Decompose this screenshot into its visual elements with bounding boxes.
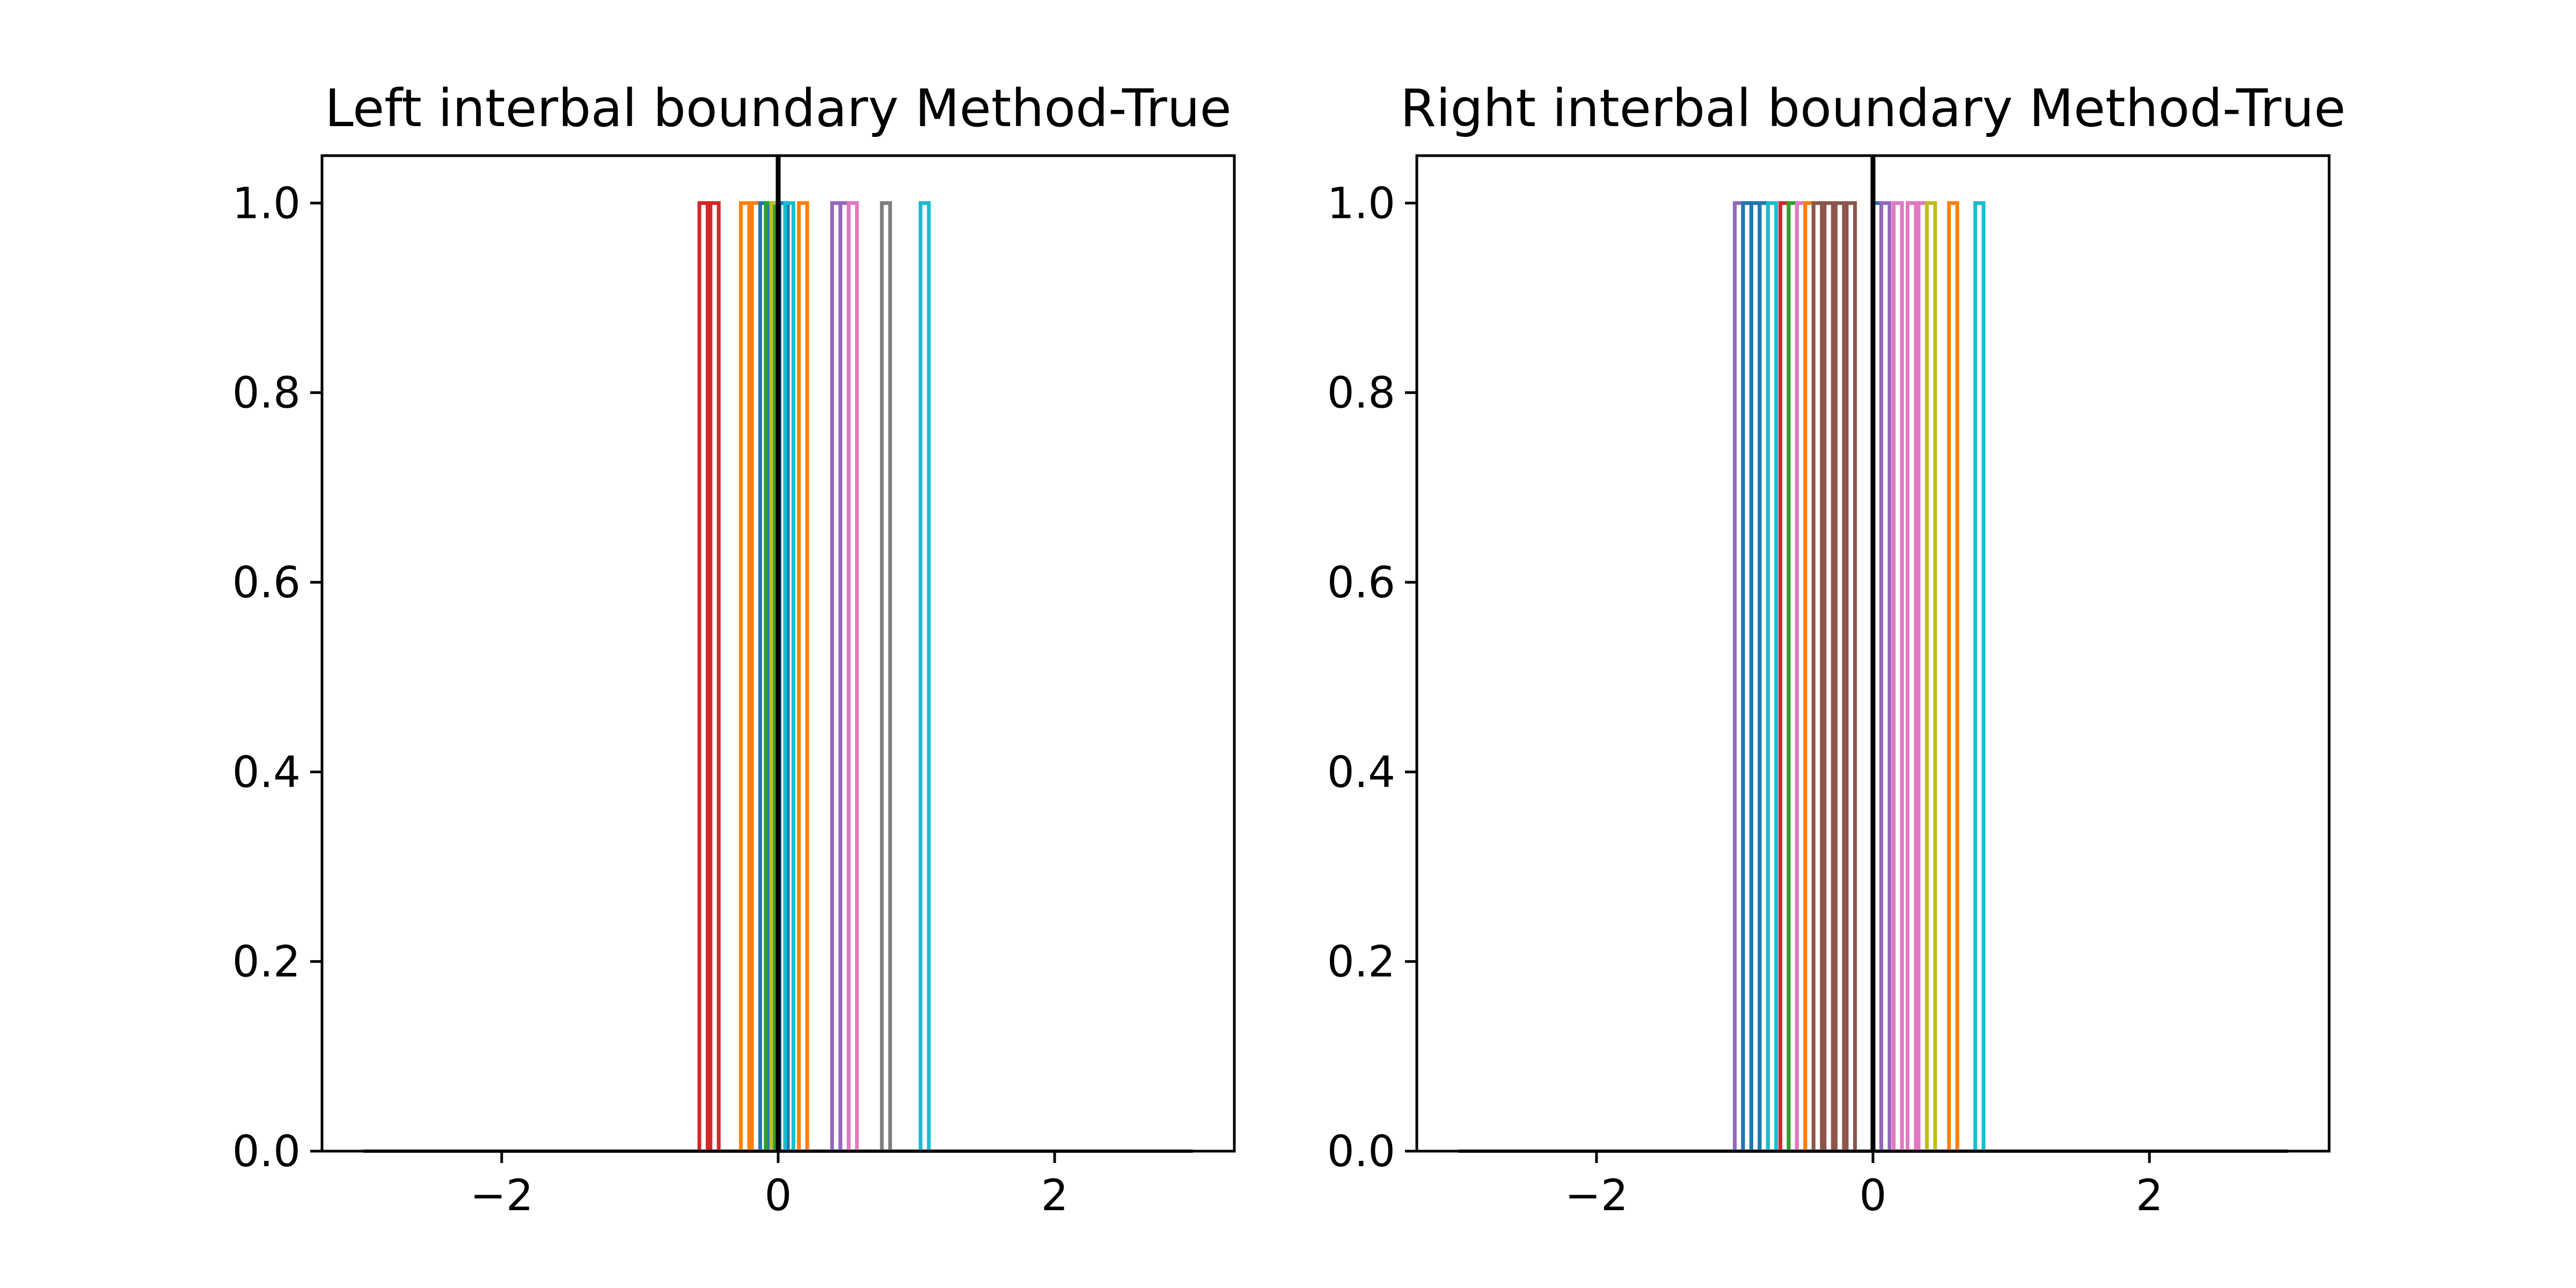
y-tick-label: 0.2 (1327, 937, 1395, 987)
histogram-bar (783, 201, 795, 1151)
histogram-bar (918, 201, 931, 1151)
histogram-bar (1924, 201, 1937, 1151)
x-tick-label: 0 (1860, 1170, 1887, 1220)
x-tick-label: 0 (765, 1170, 792, 1220)
y-tick-label: 0.0 (1327, 1126, 1395, 1176)
x-tick-label: −2 (1565, 1170, 1628, 1220)
chart-title: Left interbal boundary Method-True (325, 78, 1231, 138)
x-tick-label: −2 (470, 1170, 533, 1220)
histogram-bar (1973, 201, 1986, 1151)
histogram-bar (708, 201, 721, 1151)
y-tick-label: 0.4 (232, 747, 301, 797)
y-tick-label: 0.2 (232, 937, 301, 987)
histogram-bar (1833, 201, 1846, 1151)
histogram-bar (1811, 201, 1824, 1151)
histogram-bar (1892, 201, 1904, 1151)
y-tick-label: 0.4 (1327, 747, 1395, 797)
histogram-bar (797, 201, 809, 1151)
x-tick-label: 2 (1041, 1170, 1069, 1220)
histogram-bar (1879, 201, 1892, 1151)
histogram-bar (1823, 201, 1835, 1151)
chart-title: Right interbal boundary Method-True (1400, 78, 2346, 138)
histogram-bar (880, 201, 892, 1151)
y-tick-label: 0.8 (232, 368, 301, 418)
histogram-bar (738, 201, 751, 1151)
y-tick-label: 0.0 (232, 1126, 301, 1176)
y-tick-label: 0.6 (1327, 558, 1395, 608)
left-boundary-histogram: Left interbal boundary Method-True −2 0 2 0… (232, 78, 1236, 1220)
right-boundary-histogram: Right interbal boundary Method-True −2 0 2… (1327, 78, 2346, 1220)
histogram-bar (1766, 201, 1779, 1151)
histogram-bar (1845, 201, 1857, 1151)
histogram-bar (846, 201, 859, 1151)
y-tick-label: 0.6 (232, 558, 301, 608)
y-tick-label: 1.0 (1327, 178, 1395, 228)
y-tick-label: 1.0 (232, 178, 301, 228)
x-tick-label: 2 (2136, 1170, 2163, 1220)
histogram-bar (1905, 201, 1918, 1151)
y-tick-label: 0.8 (1327, 368, 1395, 418)
histogram-bar (1947, 201, 1959, 1151)
histogram-bar (697, 201, 710, 1151)
